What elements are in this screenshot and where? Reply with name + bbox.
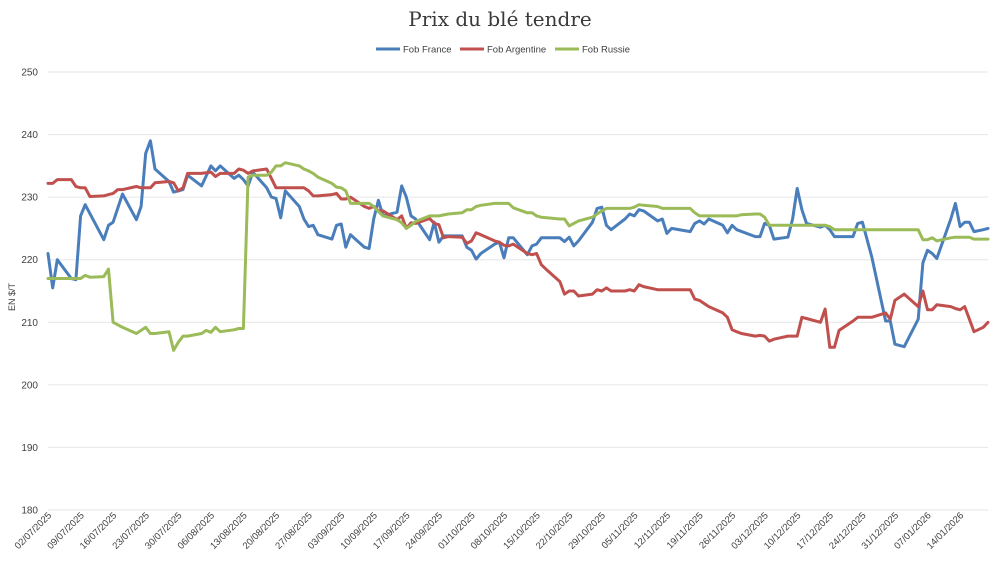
- legend-label: Fob Russie: [582, 45, 630, 56]
- gridlines: [48, 71, 988, 511]
- y-tick-label: 200: [21, 380, 38, 391]
- y-tick-label: 240: [21, 130, 38, 141]
- y-tick-label: 190: [21, 443, 38, 454]
- legend-label: Fob France: [403, 45, 452, 56]
- series-lines: [46, 139, 990, 352]
- y-axis-label: EN $/T: [7, 282, 17, 311]
- y-tick-label: 210: [21, 318, 38, 329]
- series-line-fob-argentine: [46, 167, 990, 349]
- x-axis-ticks: 02/07/202509/07/202516/07/202523/07/2025…: [13, 510, 966, 551]
- y-tick-label: 220: [21, 255, 38, 266]
- chart-title: Prix du blé tendre: [408, 7, 591, 31]
- series-line-fob-france: [46, 139, 990, 349]
- series-line-fob-russie: [46, 161, 990, 352]
- y-tick-label: 230: [21, 193, 38, 204]
- legend: Fob France Fob Argentine Fob Russie: [376, 45, 630, 56]
- legend-label: Fob Argentine: [487, 45, 546, 56]
- y-axis-ticks: 180 190 200 210 220 230 240 250: [21, 68, 38, 517]
- y-tick-label: 180: [21, 506, 38, 517]
- y-tick-label: 250: [21, 68, 38, 79]
